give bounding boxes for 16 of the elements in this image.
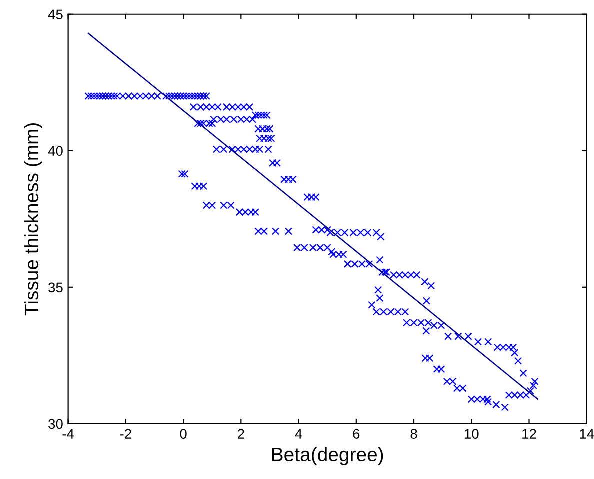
x-tick-label: 6: [353, 429, 360, 439]
x-tick-label: 0: [180, 429, 187, 439]
y-tick-label: 30: [48, 419, 63, 430]
x-tick-label: 10: [464, 429, 479, 439]
y-tick-label: 35: [48, 282, 63, 293]
y-tick-label: 40: [48, 146, 63, 156]
x-tick-label: 12: [522, 429, 536, 439]
x-axis-title: Beta(degree): [272, 447, 384, 466]
x-tick-label: -2: [120, 429, 132, 439]
x-tick-label: 8: [410, 429, 418, 439]
x-tick-label: 4: [295, 429, 302, 439]
y-tick-label: 45: [48, 10, 63, 20]
x-tick-label: 2: [238, 429, 244, 439]
x-tick-label: -4: [62, 429, 74, 439]
x-tick-label: 14: [580, 429, 594, 439]
y-axis-title: Tissue thickness (mm): [24, 123, 42, 316]
